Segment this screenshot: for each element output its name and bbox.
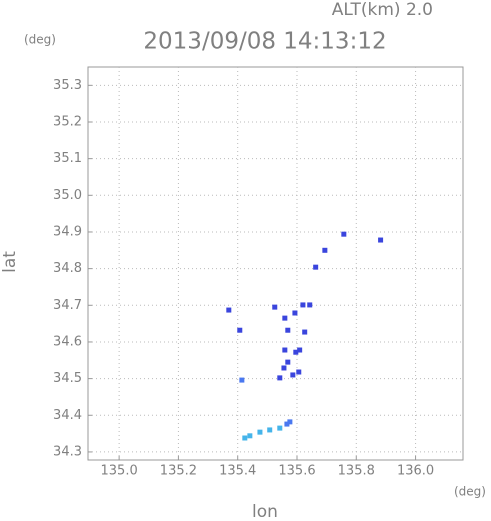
y-tick-label: 35.0 [53,188,82,203]
y-tick-label: 34.8 [53,261,82,276]
y-tick-label: 35.2 [53,114,82,129]
y-tick-label: 34.6 [53,334,82,349]
x-axis-label: lon [252,502,278,521]
echo-point [284,421,290,427]
echo-point [282,347,288,353]
echo-point [322,247,328,253]
echo-point [277,375,283,381]
x-tick-label: 135.4 [219,464,256,479]
echo-point [282,315,288,321]
x-tick-label: 136.0 [397,464,434,479]
echo-point [285,327,291,333]
echo-point [287,419,293,425]
echo-point [300,302,306,308]
x-unit: (deg) [454,485,486,499]
echo-point [285,359,291,365]
echo-point [257,429,263,435]
echo-point [297,347,303,353]
x-tick-label: 135.2 [160,464,197,479]
echo-point [293,349,299,355]
y-unit: (deg) [24,33,56,47]
echo-point [272,304,278,310]
echo-point [302,329,308,335]
echo-point [242,435,248,441]
echo-point [226,307,232,313]
chart-title: 2013/09/08 14:13:12 [143,29,386,55]
x-tick-label: 135.6 [278,464,315,479]
plot-frame [87,66,464,461]
echo-point [237,327,243,333]
echo-point [307,302,313,308]
y-tick-label: 34.5 [53,371,82,386]
y-tick-label: 34.7 [53,298,82,313]
echo-point [313,264,319,270]
y-tick-label: 35.1 [53,151,82,166]
echo-point [239,377,245,383]
y-axis-label: lat [0,251,20,273]
echo-point [281,365,287,371]
y-tick-label: 35.3 [53,78,82,93]
y-tick-label: 34.3 [53,444,82,459]
y-tick-label: 34.9 [53,224,82,239]
echo-point [247,433,253,439]
x-tick-label: 135.0 [101,464,138,479]
echo-point [292,310,298,316]
echo-point [378,237,384,243]
echo-point [341,231,347,237]
echo-point [290,372,296,378]
echo-point [267,427,273,433]
echo-point [296,369,302,375]
x-tick-label: 135.8 [338,464,375,479]
y-tick-label: 34.4 [53,408,82,423]
echo-point [277,425,283,431]
chart-subtitle: ALT(km) 2.0 [332,0,433,20]
